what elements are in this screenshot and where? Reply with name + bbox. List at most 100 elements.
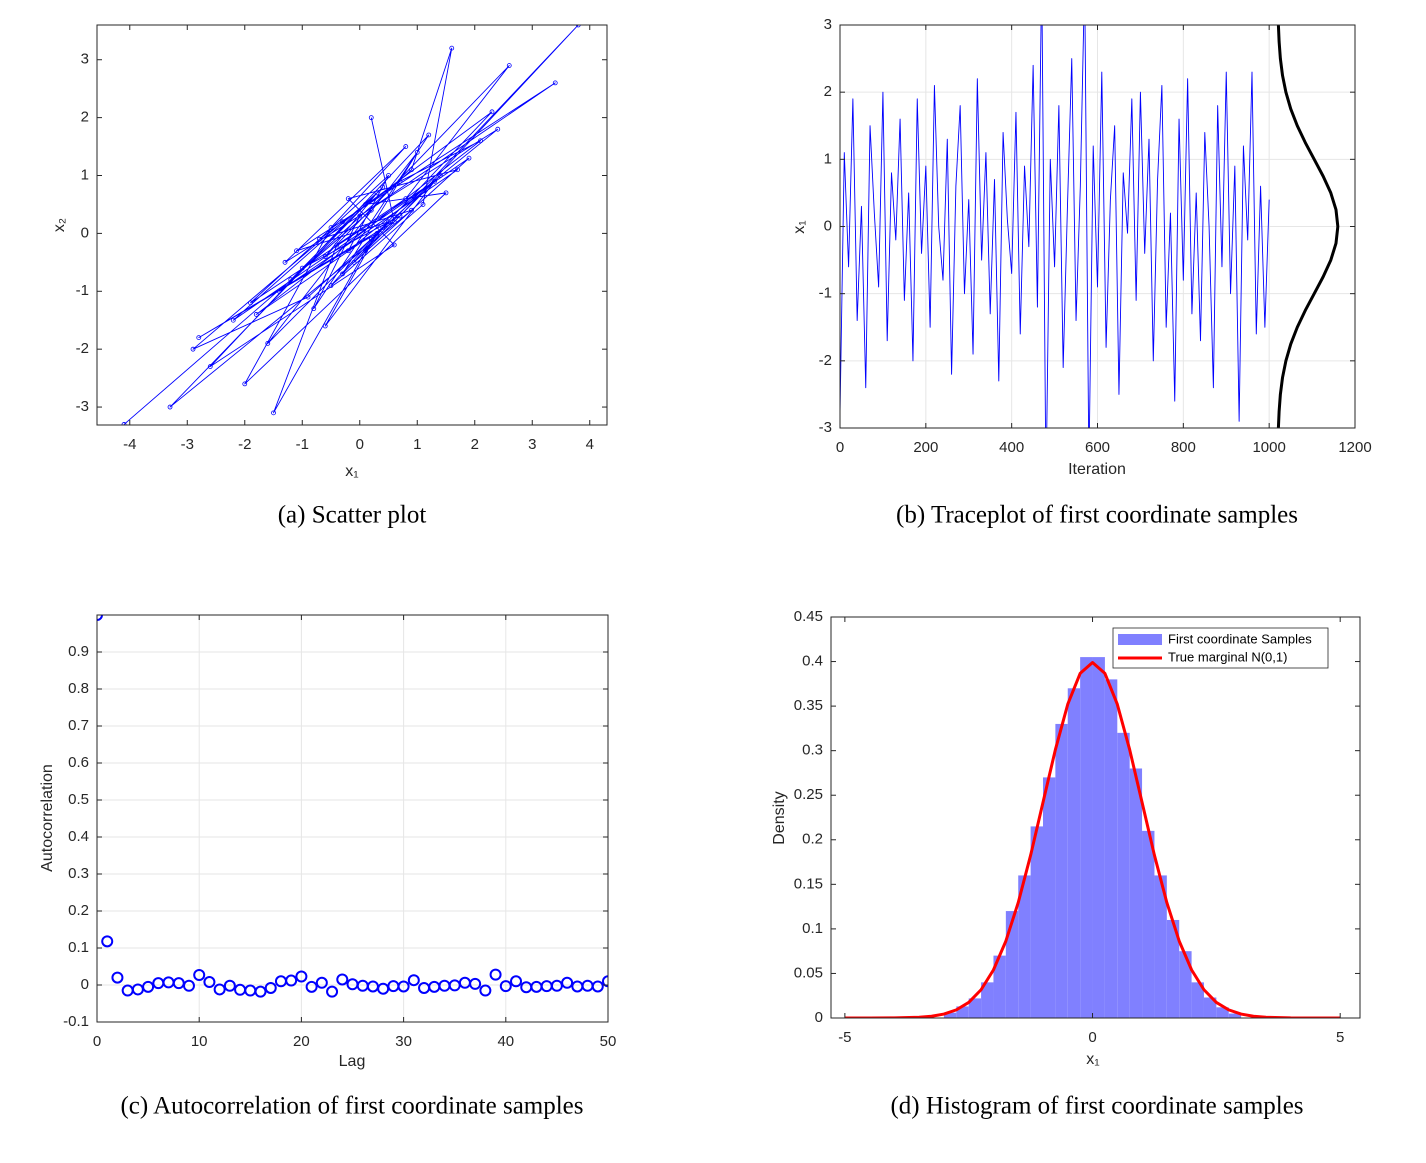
point <box>254 985 267 998</box>
x-tick-label: -1 <box>296 436 309 453</box>
bar <box>1166 919 1180 1018</box>
point <box>121 422 127 425</box>
bar <box>968 998 982 1018</box>
x-tick-label: 600 <box>1085 439 1110 456</box>
point <box>591 980 604 993</box>
point <box>368 115 374 121</box>
point <box>368 207 374 213</box>
y-tick-label: 0.05 <box>794 964 823 981</box>
y-tick-label: 0.6 <box>68 754 89 771</box>
bar <box>981 982 994 1018</box>
axes-frame <box>830 616 1361 1019</box>
point <box>230 317 236 323</box>
point <box>455 167 460 173</box>
marginal-curve <box>1276 25 1340 428</box>
point <box>368 236 374 242</box>
y-tick-label: 0 <box>815 1009 823 1026</box>
point <box>322 254 328 259</box>
point <box>196 335 202 340</box>
point <box>391 242 397 248</box>
legend-label: True marginal N(0,1) <box>1168 649 1287 664</box>
point <box>340 271 345 277</box>
y-axis-label: Density <box>771 791 788 844</box>
x-tick-label: -2 <box>238 436 251 453</box>
axes-frame <box>96 614 609 1023</box>
point <box>315 976 328 989</box>
point <box>506 63 512 68</box>
x-tick-label: 0 <box>1088 1029 1096 1046</box>
y-tick-label: 0.1 <box>802 920 823 937</box>
point <box>374 230 380 236</box>
point <box>282 259 288 265</box>
x-tick-label: 1 <box>413 436 421 453</box>
x-tick-label: 200 <box>913 439 938 456</box>
point <box>380 184 386 190</box>
plot-area <box>97 615 608 1022</box>
y-tick-label: 0.4 <box>68 828 89 845</box>
point <box>374 190 380 196</box>
point <box>190 346 196 352</box>
y-tick-label: -2 <box>76 340 89 357</box>
point <box>443 190 449 196</box>
point <box>193 969 206 982</box>
bar <box>1154 875 1167 1018</box>
y-axis-label: x₂ <box>51 218 68 232</box>
point <box>142 980 155 993</box>
x-axis-label: x₁ <box>1086 1051 1099 1068</box>
y-tick-label: 0.8 <box>68 680 89 697</box>
bar <box>1018 875 1031 1018</box>
y-tick-label: 1 <box>81 166 89 183</box>
x-tick-label: 400 <box>999 439 1024 456</box>
bar <box>1179 951 1192 1018</box>
y-tick-label: 0.5 <box>68 791 89 808</box>
plot-data <box>840 25 1340 428</box>
point <box>253 312 259 317</box>
x-tick-label: 2 <box>471 436 479 453</box>
caption: (c) Autocorrelation of first coordinate … <box>120 1093 583 1120</box>
point <box>602 975 608 988</box>
x-axis-label: x₁ <box>345 463 358 480</box>
point <box>357 213 363 219</box>
bar <box>1142 830 1155 1018</box>
point <box>345 248 351 254</box>
point <box>326 985 339 998</box>
point <box>328 225 334 231</box>
point <box>328 283 334 288</box>
y-tick-label: 0.25 <box>794 786 823 803</box>
caption: (d) Histogram of first coordinate sample… <box>890 1093 1303 1120</box>
x-tick-label: 20 <box>293 1033 310 1050</box>
y-tick-label: 0.45 <box>794 608 823 625</box>
point <box>426 132 432 138</box>
point <box>351 259 357 265</box>
bar <box>956 1006 969 1018</box>
y-tick-label: 0 <box>81 976 89 993</box>
point <box>242 381 248 387</box>
point <box>469 977 482 990</box>
x-tick-label: 0 <box>93 1033 101 1050</box>
point <box>409 167 414 173</box>
point <box>478 138 483 144</box>
y-tick-label: -3 <box>819 419 832 436</box>
x-tick-label: 0 <box>836 439 844 456</box>
point <box>305 980 318 993</box>
point <box>397 980 410 993</box>
point <box>167 404 173 410</box>
point <box>207 364 213 369</box>
y-tick-label: 3 <box>824 16 832 33</box>
plot-data <box>97 615 608 998</box>
y-tick-label: 0.7 <box>68 717 89 734</box>
point <box>276 288 282 294</box>
point <box>479 984 492 997</box>
point <box>437 173 443 178</box>
point <box>264 981 277 994</box>
y-tick-label: 0.4 <box>802 653 823 670</box>
point <box>299 265 305 271</box>
point <box>397 178 403 184</box>
point <box>363 202 368 207</box>
y-tick-label: 0 <box>824 217 832 234</box>
x-tick-label: 1200 <box>1338 439 1371 456</box>
x-tick-label: 5 <box>1336 1029 1344 1046</box>
point <box>403 196 409 202</box>
bar <box>1129 768 1143 1018</box>
x-tick-label: -5 <box>838 1029 851 1046</box>
